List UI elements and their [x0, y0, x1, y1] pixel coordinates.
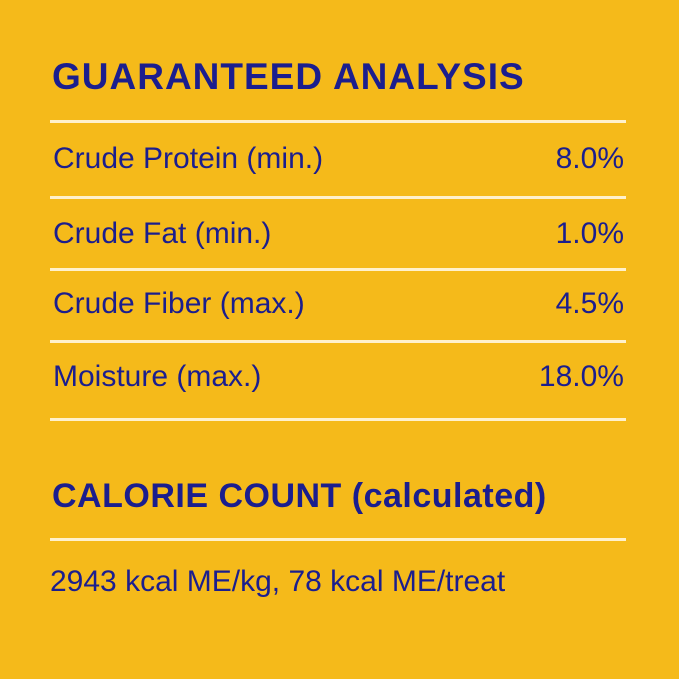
row-value: 8.0% [555, 142, 624, 175]
row-label: Crude Fiber (max.) [53, 287, 305, 320]
divider [50, 340, 626, 343]
row-value: 4.5% [555, 287, 624, 320]
row-label: Crude Fat (min.) [53, 217, 272, 250]
row-label: Crude Protein (min.) [53, 142, 324, 175]
analysis-row: Crude Fat (min.) 1.0% [53, 217, 624, 251]
analysis-row: Moisture (max.) 18.0% [53, 360, 624, 394]
divider [50, 120, 626, 123]
analysis-row: Crude Protein (min.) 8.0% [53, 142, 624, 176]
calorie-count-heading: CALORIE COUNT (calculated) [52, 477, 547, 515]
row-value: 18.0% [538, 360, 624, 393]
divider [50, 268, 626, 271]
divider [50, 538, 626, 541]
divider [50, 196, 626, 199]
row-label: Moisture (max.) [53, 360, 262, 393]
divider [50, 418, 626, 421]
analysis-row: Crude Fiber (max.) 4.5% [53, 287, 624, 321]
row-value: 1.0% [555, 217, 624, 250]
guaranteed-analysis-heading: GUARANTEED ANALYSIS [52, 56, 525, 97]
calorie-count-text: 2943 kcal ME/kg, 78 kcal ME/treat [50, 565, 506, 598]
